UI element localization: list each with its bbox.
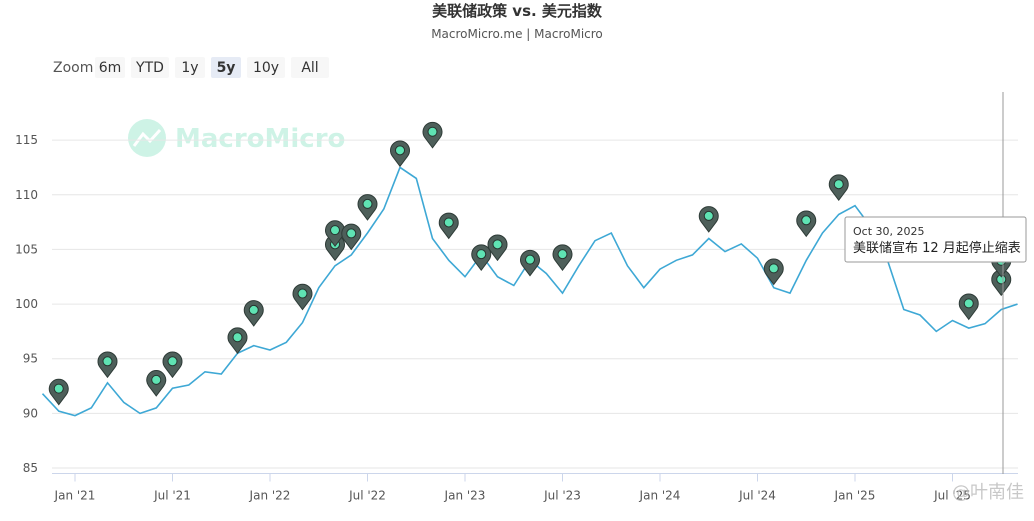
y-tick-label: 115 [15, 133, 38, 147]
x-tick-label: Jul '21 [153, 489, 191, 503]
event-pin [471, 244, 492, 272]
zoom-button-label: 10y [253, 60, 279, 76]
tooltip-box [844, 216, 1027, 263]
event-pin [520, 249, 540, 277]
pin-dot [297, 288, 308, 299]
data-line [41, 166, 1018, 417]
pin-dot [801, 215, 812, 226]
pin-dot [248, 304, 259, 315]
x-tick-label: Jan '22 [249, 489, 291, 503]
chart-title: 美联储政策 vs. 美元指数 [432, 2, 603, 20]
pin-dot [232, 332, 243, 343]
zoom-button[interactable]: YTD [131, 57, 169, 78]
y-tick-label: 95 [23, 352, 38, 366]
event-pin [97, 351, 118, 379]
event-pin [48, 378, 69, 406]
zoom-button-label: 6m [99, 60, 122, 76]
zoom-button[interactable]: 1y [175, 57, 205, 78]
pin-dot [476, 249, 487, 260]
pin-dot [525, 254, 535, 265]
zoom-buttons: 6m YTD 1y 5y 10y All [95, 57, 329, 78]
pin-dot [346, 228, 357, 239]
zoom-button[interactable]: 10y [247, 57, 285, 78]
watermark: MacroMicro [128, 119, 345, 157]
zoom-button-label: All [301, 60, 318, 76]
pin-dot [151, 374, 162, 385]
zoom-button[interactable]: All [291, 57, 329, 78]
event-pin [958, 293, 979, 321]
pin-dot [330, 225, 340, 236]
x-tick-label: Jul '23 [543, 489, 581, 503]
pin-dot [703, 210, 714, 221]
event-pin [828, 174, 849, 202]
event-pin [292, 283, 313, 311]
chart-subtitle: MacroMicro.me | MacroMicro [431, 27, 603, 41]
zoom-button-label: 1y [181, 60, 198, 76]
event-pin [227, 327, 248, 355]
event-pin [487, 234, 508, 262]
event-pin [357, 194, 378, 221]
tooltip: Oct 30, 2025 美联储宣布 12 月起停止缩表 [844, 216, 1027, 263]
pin-dot [963, 298, 974, 309]
tooltip-date: Oct 30, 2025 [853, 225, 925, 238]
zoom-button-bg [131, 57, 169, 78]
y-tick-label: 105 [15, 242, 38, 256]
pin-dot [427, 126, 438, 137]
event-pin [243, 300, 264, 327]
zoom-button-bg [95, 57, 125, 78]
event-pin [146, 370, 167, 397]
event-pin [341, 223, 362, 251]
pin-dot [557, 249, 568, 260]
y-tick-label: 90 [23, 406, 38, 420]
pin-dot [833, 179, 844, 190]
pin-dot [395, 145, 405, 156]
pin-dot [443, 217, 454, 228]
event-pin [390, 140, 410, 168]
x-tick-label: Jan '21 [54, 489, 96, 503]
zoom-button-bg [175, 57, 205, 78]
event-pin [552, 244, 573, 272]
pin-dot [102, 356, 113, 367]
y-tick-label: 110 [15, 188, 38, 202]
tooltip-text: 美联储宣布 12 月起停止缩表 [853, 240, 1021, 256]
zoom-button-bg [247, 57, 285, 78]
pin-dot [492, 239, 503, 250]
zoom-button-bg [291, 57, 329, 78]
zoom-button-label: 5y [217, 60, 236, 76]
zoom-button-bg [211, 57, 241, 78]
pin-dot [768, 263, 779, 274]
pin-dot [362, 198, 373, 209]
y-tick-label: 85 [23, 461, 38, 475]
event-pin [162, 351, 183, 379]
x-tick-label: Jan '24 [639, 489, 681, 503]
plot-area: 85 90 95 100 105 110 115 Jan '21 Jul '21 Jan '22 J… [15, 121, 1018, 503]
event-pin [698, 206, 719, 233]
x-tick-label: Jul '25 [933, 489, 971, 503]
event-pin [796, 210, 817, 238]
pin-dot [167, 356, 178, 367]
zoom-button[interactable]: 5y [211, 57, 241, 78]
pin-dot [53, 383, 64, 394]
event-pin [422, 121, 443, 149]
credit: @叶南佳 [952, 482, 1024, 503]
zoom-button-label: YTD [135, 60, 164, 76]
x-tick-label: Jan '25 [834, 489, 876, 503]
watermark-text: MacroMicro [175, 124, 345, 154]
event-pin [438, 212, 459, 240]
x-tick-label: Jul '24 [738, 489, 776, 503]
zoom-label: Zoom [53, 60, 93, 76]
x-tick-label: Jan '23 [444, 489, 486, 503]
x-tick-label: Jul '22 [348, 489, 386, 503]
y-tick-label: 100 [15, 297, 38, 311]
event-pin [763, 258, 784, 286]
zoom-button[interactable]: 6m [95, 57, 125, 78]
